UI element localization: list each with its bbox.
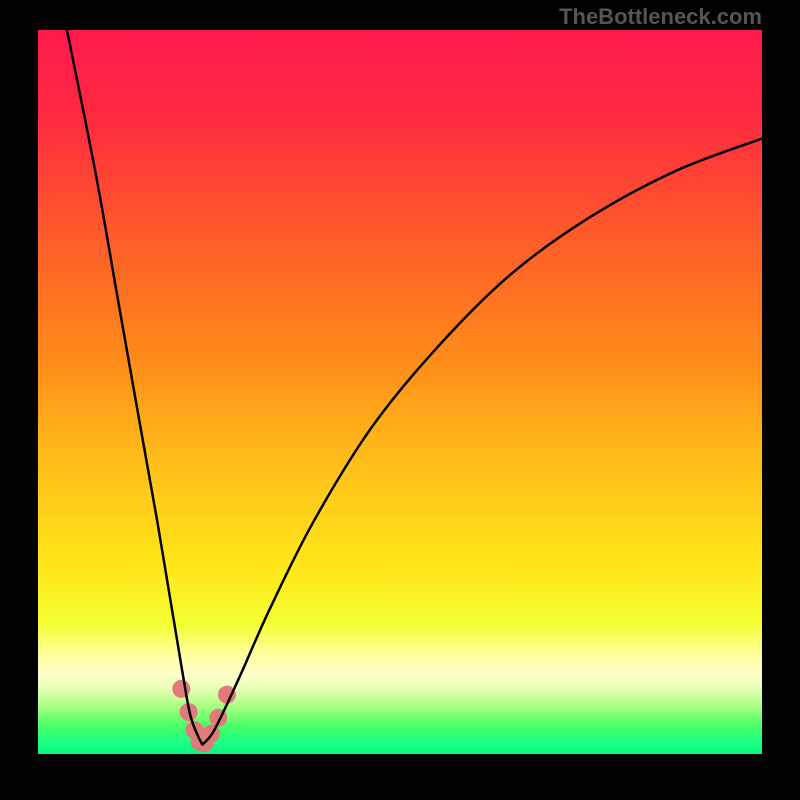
watermark-text: TheBottleneck.com xyxy=(559,4,762,30)
bottleneck-chart xyxy=(0,0,800,800)
highlight-marker xyxy=(172,680,190,698)
